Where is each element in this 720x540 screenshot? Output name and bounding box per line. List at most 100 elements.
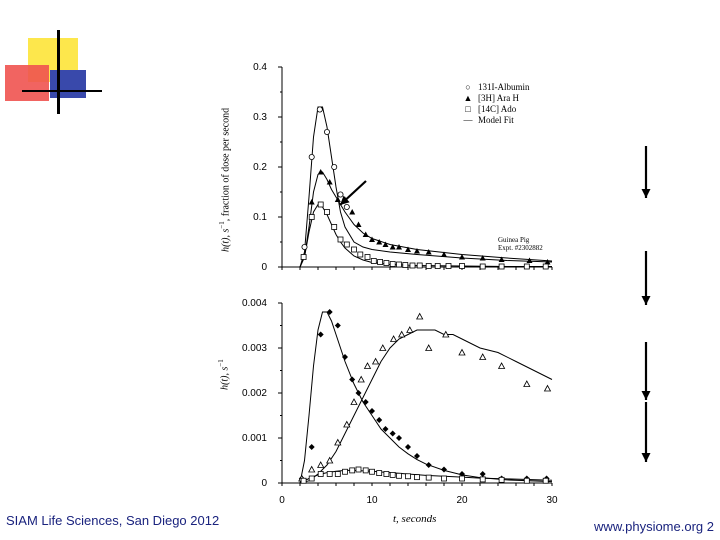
top-y-axis-label-rest: , fraction of dose per second [220, 107, 232, 222]
y-tick-label: 0.001 [242, 433, 267, 444]
data-point-diamond [369, 408, 375, 414]
pointer-arrow-head [340, 195, 350, 205]
y-tick-label: 0.4 [253, 62, 267, 73]
footer-website-text: www.physiome.org 2 [594, 519, 714, 534]
data-point-square [389, 471, 396, 478]
data-point-diamond [414, 453, 420, 459]
data-point-square [459, 263, 465, 269]
data-point-triangle [396, 244, 402, 250]
data-point-square [337, 236, 344, 243]
data-point-triangle-open [371, 357, 380, 365]
y-tick-label: 0 [261, 478, 267, 489]
data-point-circle [343, 203, 350, 210]
data-point-square [300, 254, 307, 260]
legend-item-model-fit: — Model Fit [458, 115, 530, 126]
deco-blue-square [50, 70, 86, 98]
data-point-square [459, 475, 465, 482]
data-point-square [542, 263, 549, 270]
x-tick-label: 0 [279, 495, 285, 506]
down-arrow-3-head [641, 391, 651, 400]
fit-curve-diamond_fit [299, 311, 553, 484]
top-chart-panel: 0 0.1 0.2 0.3 0.4 [253, 62, 553, 273]
data-point-triangle [405, 246, 411, 252]
data-point-square [523, 263, 530, 270]
data-point-square [441, 475, 447, 482]
top-y-axis-label: h(t), s−1, fraction of dose per second [218, 108, 231, 252]
data-point-triangle [317, 169, 324, 175]
bottom-y-axis-label: h(t), s−1 [217, 359, 230, 390]
data-point-triangle [389, 244, 396, 250]
data-point-circle [323, 128, 330, 135]
data-point-square [383, 471, 390, 477]
y-tick-label: 0.002 [242, 388, 267, 399]
data-point-triangle [544, 259, 551, 265]
data-point-square [369, 468, 375, 475]
data-point-triangle-open [479, 353, 487, 360]
fit-curve-albumin_fit [299, 106, 553, 268]
data-point-diamond [376, 417, 383, 423]
data-point-triangle [326, 179, 333, 185]
data-point-triangle-open [497, 362, 506, 369]
data-point-square [383, 260, 390, 266]
data-point-square [357, 251, 364, 258]
data-point-square [405, 473, 411, 480]
data-point-square [351, 246, 357, 253]
legend-item-arah: ▲ [3H] Ara H [458, 93, 530, 104]
data-point-triangle-open [425, 344, 433, 351]
data-point-triangle [425, 249, 432, 255]
data-point-square [334, 471, 341, 477]
data-point-square [402, 262, 409, 268]
x-axis-label: t, seconds [393, 513, 437, 525]
data-point-triangle-open [357, 375, 365, 383]
deco-red-square [5, 65, 49, 101]
fit-curve-triangle_fit [299, 329, 553, 484]
data-point-square [498, 263, 505, 270]
data-point-diamond [459, 471, 465, 477]
data-point-circle [331, 163, 338, 170]
data-point-diamond [405, 444, 411, 450]
data-point-square [498, 476, 505, 483]
down-arrow-4-head [641, 453, 651, 462]
experiment-note-line-1: Guinea Pig [498, 236, 530, 244]
data-point-square [425, 263, 432, 269]
data-point-square [396, 472, 402, 479]
data-point-triangle-open [379, 344, 387, 351]
corner-decoration [5, 30, 102, 114]
data-point-triangle-open [442, 330, 450, 338]
data-point-triangle [479, 255, 486, 261]
data-point-triangle-open [406, 326, 414, 333]
data-point-triangle-open [458, 348, 466, 356]
annotation-arrows [339, 146, 651, 462]
legend-square-icon: □ [465, 104, 471, 114]
data-point-triangle [459, 254, 465, 260]
top-chart-legend: ○ 131I-Albumin ▲ [3H] Ara H □ [14C] Ado … [458, 82, 530, 126]
data-point-square [300, 477, 307, 484]
data-point-diamond [479, 471, 486, 477]
data-point-diamond [317, 331, 324, 338]
data-point-diamond [382, 426, 389, 432]
data-point-square [308, 214, 315, 220]
data-point-square [396, 261, 402, 268]
data-point-triangle [362, 231, 369, 237]
y-tick-label: 0.004 [242, 298, 267, 309]
legend-label-ado: [14C] Ado [478, 104, 517, 114]
data-point-diamond [342, 354, 348, 360]
data-point-square [364, 254, 371, 260]
data-point-triangle [498, 256, 505, 262]
data-point-triangle [308, 199, 315, 205]
data-point-square [317, 201, 324, 208]
data-point-diamond [441, 466, 447, 473]
data-point-diamond [425, 462, 432, 468]
data-point-diamond [334, 322, 341, 329]
y-tick-label: 0 [261, 262, 267, 273]
data-point-square [324, 209, 330, 215]
data-point-square [434, 263, 441, 269]
experiment-note: Guinea Pig Expt. #2302882 [498, 236, 543, 252]
data-point-triangle-open [334, 438, 342, 446]
data-point-triangle [414, 248, 420, 254]
data-point-square [479, 263, 486, 270]
data-point-triangle-open [363, 362, 372, 369]
data-point-square [343, 241, 350, 248]
y-tick-label: 0.1 [253, 212, 267, 223]
